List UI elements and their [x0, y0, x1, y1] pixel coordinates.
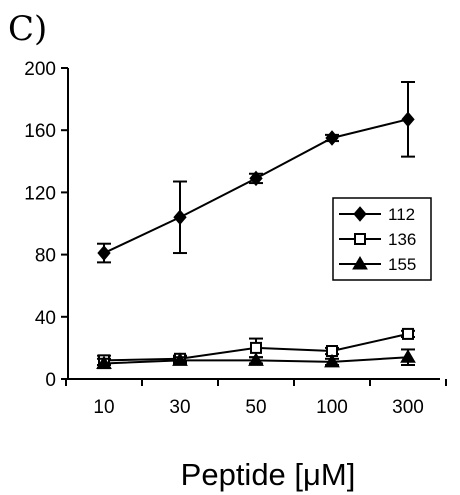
- legend-label-112: 112: [388, 205, 415, 224]
- x-tick-label: 100: [316, 397, 348, 418]
- data-point-155: [248, 352, 264, 366]
- series-group: [96, 80, 416, 370]
- y-tick-label: 120: [24, 183, 56, 204]
- data-point-155: [96, 355, 112, 369]
- data-point-112: [249, 170, 263, 187]
- x-axis-title: Peptide [μM]: [181, 457, 356, 492]
- data-point-112: [325, 130, 339, 146]
- legend-marker-155: [352, 256, 368, 270]
- panel-label: C): [8, 9, 47, 49]
- legend-marker-136: [354, 233, 366, 245]
- data-point-136: [402, 327, 414, 340]
- y-tick-labels: 0 40 80 120 160 200: [24, 59, 56, 391]
- legend-label-136: 136: [388, 230, 416, 249]
- x-tick-label: 50: [245, 397, 266, 418]
- data-point-155: [400, 349, 416, 363]
- data-point-155: [324, 353, 340, 368]
- legend-marker-112: [353, 206, 367, 222]
- y-tick-label: 160: [24, 121, 56, 142]
- y-tick-label: 40: [35, 308, 56, 329]
- data-point-112: [97, 245, 111, 261]
- legend-label-155: 155: [388, 255, 416, 274]
- axes: [61, 67, 447, 386]
- legend: 112 136 155: [332, 197, 432, 281]
- data-point-136: [250, 341, 262, 354]
- x-tick-label: 10: [93, 397, 114, 418]
- data-point-112: [401, 111, 415, 128]
- series-155: [96, 348, 416, 370]
- series-112: [97, 80, 415, 264]
- x-tick-label: 300: [392, 397, 424, 418]
- data-point-155: [172, 352, 188, 366]
- y-tick-label: 200: [24, 59, 56, 80]
- y-tick-label: 0: [45, 370, 56, 391]
- data-point-112: [173, 209, 187, 226]
- x-tick-label: 30: [169, 397, 190, 418]
- y-tick-label: 80: [35, 246, 56, 267]
- x-tick-labels: 10 30 50 100 300: [93, 397, 423, 418]
